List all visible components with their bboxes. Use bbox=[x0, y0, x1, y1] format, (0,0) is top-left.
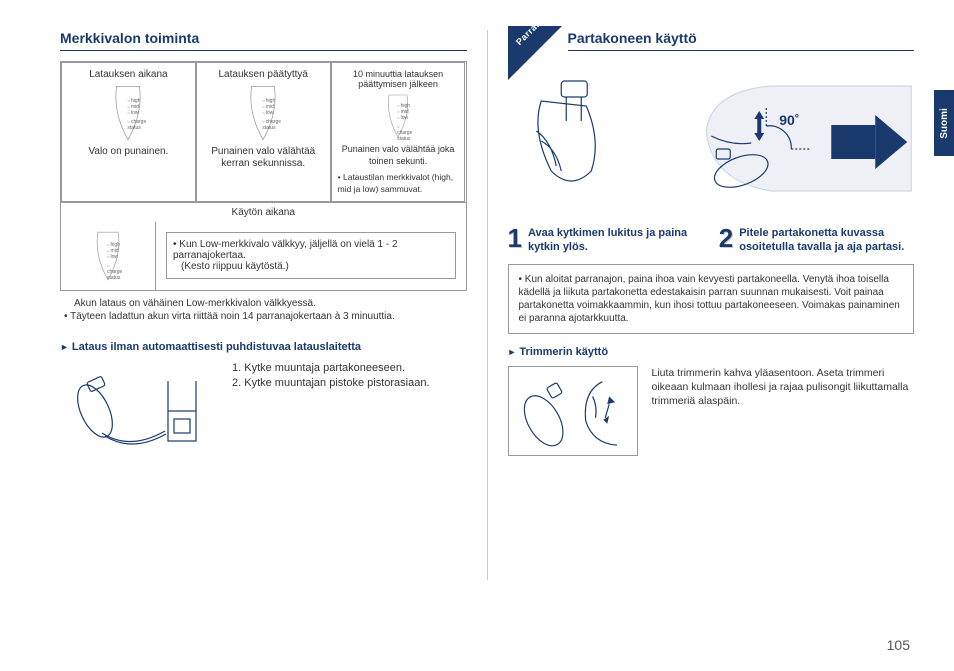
shaver-icon-3: high mid low charge status bbox=[383, 93, 413, 139]
step2-text: Pitele partakonetta kuvassa osoitetulla … bbox=[739, 226, 914, 254]
shaver-icon-2: high mid low charge status bbox=[244, 84, 282, 142]
charge-steps: 1. Kytke muuntaja partakoneeseen. 2. Kyt… bbox=[232, 361, 430, 391]
column-divider bbox=[487, 30, 488, 580]
tip-box: • Kun aloitat parranajon, paina ihoa vai… bbox=[508, 264, 915, 334]
trimmer-text: Liuta trimmerin kahva yläasentoon. Aseta… bbox=[652, 366, 915, 408]
trimmer-illustration bbox=[508, 366, 638, 456]
col3-caption-b: • Lataustilan merkkivalot (high, mid ja … bbox=[338, 171, 459, 195]
left-notes: Akun lataus on vähäinen Low-merkkivalon … bbox=[60, 291, 467, 329]
row2-icon-cell: high mid low charge status bbox=[61, 222, 156, 290]
col2-caption: Punainen valo välähtää kerran sekunnissa… bbox=[203, 146, 324, 170]
col1-head: Latauksen aikana bbox=[68, 69, 189, 80]
charge-block: 1. Kytke muuntaja partakoneeseen. 2. Kyt… bbox=[60, 361, 467, 461]
charger-illustration bbox=[60, 361, 220, 461]
step2-num: 2 bbox=[719, 226, 733, 254]
trimmer-block: Liuta trimmerin kahva yläasentoon. Aseta… bbox=[508, 366, 915, 456]
col3-head: 10 minuuttia latauksen päättymisen jälke… bbox=[338, 69, 459, 89]
left-section-title: Merkkivalon toiminta bbox=[60, 30, 467, 51]
section-badge: Parranajo bbox=[508, 26, 562, 80]
usage-illustration: 90˚ bbox=[508, 71, 915, 211]
step-1: 1 Avaa kytkimen lukitus ja paina kytkin … bbox=[508, 226, 703, 254]
indicator-grid: Latauksen aikana high mid low charge sta… bbox=[60, 61, 467, 203]
trimmer-subhead: Trimmerin käyttö bbox=[508, 346, 915, 358]
row2-text: • Kun Low-merkkivalo välkkyy, jäljellä o… bbox=[156, 222, 466, 290]
grid-col3: 10 minuuttia latauksen päättymisen jälke… bbox=[331, 62, 466, 202]
language-tab: Suomi bbox=[934, 90, 954, 156]
grid-col2: Latauksen päätyttyä high mid low charge … bbox=[196, 62, 331, 202]
step1-num: 1 bbox=[508, 226, 522, 254]
row2: high mid low charge status • Kun Low-mer… bbox=[60, 222, 467, 291]
shaver-icon-4: high mid low charge status bbox=[91, 230, 125, 282]
step1-text: Avaa kytkimen lukitus ja paina kytkin yl… bbox=[528, 226, 703, 254]
row2-head: Käytön aikana bbox=[60, 203, 467, 222]
col3-caption-a: Punainen valo välähtää joka toinen sekun… bbox=[338, 143, 459, 167]
right-section-title: Partakoneen käyttö bbox=[568, 30, 915, 51]
grid-col1: Latauksen aikana high mid low charge sta… bbox=[61, 62, 196, 202]
steps-row: 1 Avaa kytkimen lukitus ja paina kytkin … bbox=[508, 226, 915, 254]
col2-head: Latauksen päätyttyä bbox=[203, 69, 324, 80]
shaver-icon-1: high mid low charge status bbox=[109, 84, 147, 142]
charge-subhead: Lataus ilman automaattisesti puhdistuvaa… bbox=[60, 341, 467, 353]
col1-caption: Valo on punainen. bbox=[68, 146, 189, 158]
step-2: 2 Pitele partakonetta kuvassa osoitetull… bbox=[719, 226, 914, 254]
page-number: 105 bbox=[887, 637, 910, 653]
angle-label: 90˚ bbox=[779, 112, 799, 128]
